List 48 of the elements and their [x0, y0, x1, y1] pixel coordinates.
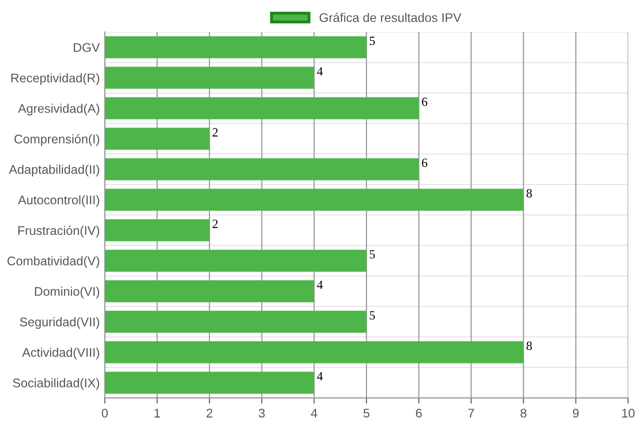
x-tick-label: 3 [258, 408, 265, 418]
x-tick-label: 2 [206, 408, 212, 418]
x-tick-label: 6 [416, 408, 422, 418]
x-tick-label: 9 [572, 408, 579, 418]
data-label: 5 [370, 250, 375, 259]
bar [104, 341, 524, 364]
bar [104, 97, 419, 120]
data-label: 4 [316, 372, 323, 380]
x-tick-label: 7 [468, 408, 474, 418]
y-tick-label: DGV [74, 43, 100, 52]
data-label: 6 [422, 158, 428, 168]
y-tick-label: Dominio(VI) [34, 286, 100, 298]
data-label: 8 [526, 189, 532, 198]
x-tick-label: 0 [102, 408, 108, 418]
y-tick-label: Frustración(IV) [18, 226, 100, 238]
data-label: 6 [422, 98, 428, 106]
y-tick-label: Seguridad(VII) [20, 317, 100, 329]
data-label: 2 [212, 128, 218, 136]
bar [104, 310, 366, 333]
bar [104, 128, 210, 150]
bar [104, 372, 314, 394]
x-tick-label: 1 [154, 408, 160, 418]
bar [104, 188, 524, 211]
x-tick-label: 10 [622, 408, 635, 418]
bar [104, 36, 366, 58]
x-tick-label: 5 [363, 408, 370, 418]
data-label: 8 [526, 342, 532, 350]
data-label: 5 [370, 311, 375, 320]
data-label: 2 [212, 220, 218, 228]
data-label: 4 [316, 280, 323, 289]
bar [104, 158, 419, 180]
y-tick-label: Actividad(VIII) [22, 348, 100, 360]
bar [104, 66, 314, 89]
y-tick-label: Comprensión(I) [14, 134, 100, 146]
y-tick-label: Autocontrol(III) [18, 195, 100, 207]
y-tick-label: Adaptabilidad(II) [8, 164, 100, 176]
data-label: 5 [370, 36, 375, 46]
y-tick-label: Agresividad(A) [18, 104, 100, 116]
bar [104, 280, 314, 302]
legend-label: Gráfica de resultados IPV [320, 12, 462, 22]
y-tick-label: Combatividad(V) [7, 256, 100, 268]
bar [104, 219, 210, 242]
bar [104, 250, 366, 272]
x-tick-label: 8 [520, 408, 526, 418]
y-tick-label: Receptividad(R) [11, 73, 100, 85]
data-label: 4 [316, 67, 323, 76]
x-tick-label: 4 [310, 408, 318, 418]
y-tick-label: Sociabilidad(IX) [12, 378, 100, 390]
